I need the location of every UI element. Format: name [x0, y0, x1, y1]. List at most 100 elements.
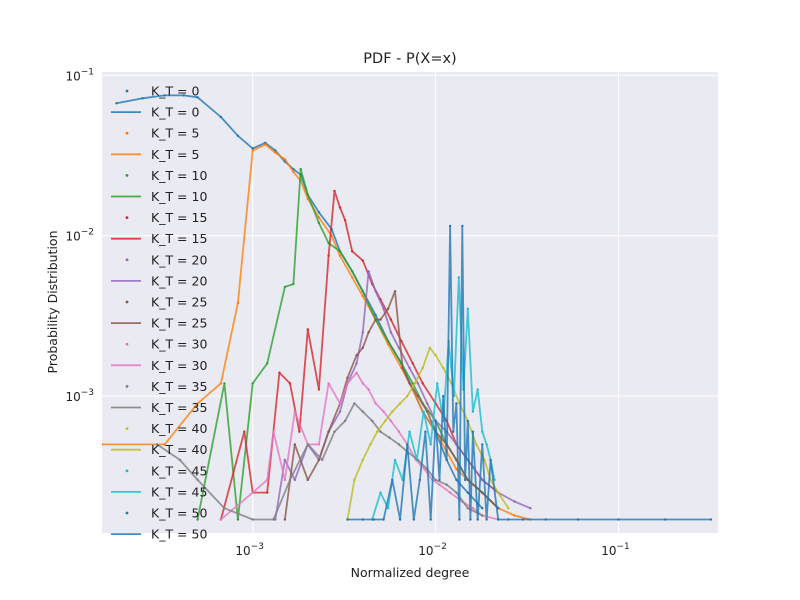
data-point — [353, 402, 356, 405]
data-point — [406, 394, 409, 398]
data-point — [489, 458, 492, 462]
data-point — [317, 443, 321, 446]
data-point — [463, 478, 467, 482]
data-point — [355, 371, 358, 374]
data-point — [306, 478, 309, 482]
data-point — [264, 141, 267, 144]
y-axis-label: Probability Distribution — [45, 231, 60, 374]
data-point — [521, 518, 525, 521]
data-point — [445, 458, 448, 462]
data-point — [455, 402, 458, 405]
data-point — [293, 478, 296, 482]
data-point — [398, 402, 402, 405]
data-point — [408, 366, 411, 370]
data-point — [391, 478, 394, 482]
data-point — [448, 491, 452, 494]
data-point — [406, 443, 409, 446]
x-tick-base: 10 — [601, 544, 616, 558]
data-point — [466, 491, 469, 494]
y-tick-label: 10−3 — [65, 388, 94, 404]
data-point — [386, 307, 390, 310]
data-point — [466, 478, 469, 482]
legend-label: K_T = 10 — [151, 168, 207, 183]
legend-label: K_T = 20 — [151, 252, 207, 267]
data-point — [361, 382, 364, 385]
data-point — [317, 216, 321, 219]
data-point — [317, 388, 321, 391]
data-point — [497, 518, 500, 521]
data-point — [115, 102, 118, 105]
data-point — [372, 518, 376, 521]
legend-marker — [125, 511, 129, 515]
data-point — [333, 430, 336, 433]
data-point — [343, 219, 347, 222]
y-tick-exponent: −2 — [81, 228, 94, 238]
data-point — [481, 507, 484, 510]
data-point — [424, 430, 427, 433]
data-point — [327, 254, 330, 257]
y-tick-exponent: −1 — [81, 67, 94, 77]
data-point — [283, 158, 287, 161]
legend-label: K_T = 30 — [151, 337, 207, 352]
data-point — [436, 382, 439, 385]
legend-marker — [125, 258, 129, 262]
data-point — [466, 307, 469, 310]
data-point — [481, 491, 484, 494]
y-tick-label: 10−1 — [65, 67, 94, 83]
data-point — [266, 478, 269, 482]
data-point — [382, 410, 385, 413]
data-point — [386, 340, 390, 343]
data-point — [438, 483, 441, 486]
legend-label: K_T = 35 — [151, 379, 207, 394]
data-point — [455, 478, 458, 482]
data-point — [306, 328, 309, 331]
data-point — [379, 430, 382, 433]
data-point — [346, 382, 349, 385]
x-tick-label: 10−1 — [601, 542, 630, 558]
x-tick-label: 10−2 — [418, 542, 447, 558]
data-point — [223, 382, 226, 385]
data-point — [163, 443, 166, 446]
data-point — [367, 388, 370, 391]
data-point — [544, 518, 547, 521]
legend-marker — [125, 89, 129, 93]
data-point — [389, 419, 393, 423]
legend-label: K_T = 0 — [151, 84, 200, 99]
data-point — [182, 94, 185, 97]
data-point — [264, 143, 267, 146]
data-point — [196, 402, 199, 405]
data-point — [288, 382, 292, 385]
data-point — [388, 436, 391, 439]
data-point — [397, 443, 401, 446]
data-point — [413, 382, 416, 385]
data-point — [351, 250, 354, 253]
legend-label: K_T = 15 — [151, 231, 207, 246]
legend-label: K_T = 50 — [151, 527, 207, 542]
data-point — [361, 410, 364, 413]
data-point — [382, 307, 385, 310]
data-point — [141, 97, 144, 100]
data-point — [418, 478, 421, 482]
data-point — [317, 211, 321, 214]
data-point — [251, 149, 254, 152]
series-10 — [346, 224, 713, 521]
data-point — [389, 331, 393, 334]
legend-marker — [125, 300, 129, 304]
data-point — [196, 96, 199, 99]
data-point — [576, 518, 580, 521]
series-line — [371, 276, 496, 520]
legend-label: K_T = 25 — [151, 295, 207, 310]
data-point — [361, 331, 364, 334]
data-point — [251, 518, 254, 521]
data-point — [389, 318, 393, 321]
data-point — [398, 518, 402, 521]
data-point — [471, 507, 475, 510]
data-point — [426, 410, 429, 413]
data-point — [434, 354, 437, 357]
legend-label: K_T = 20 — [151, 273, 207, 288]
legend-label: K_T = 35 — [151, 400, 207, 415]
data-point — [426, 402, 429, 405]
data-point — [384, 419, 387, 423]
data-point — [355, 362, 358, 365]
